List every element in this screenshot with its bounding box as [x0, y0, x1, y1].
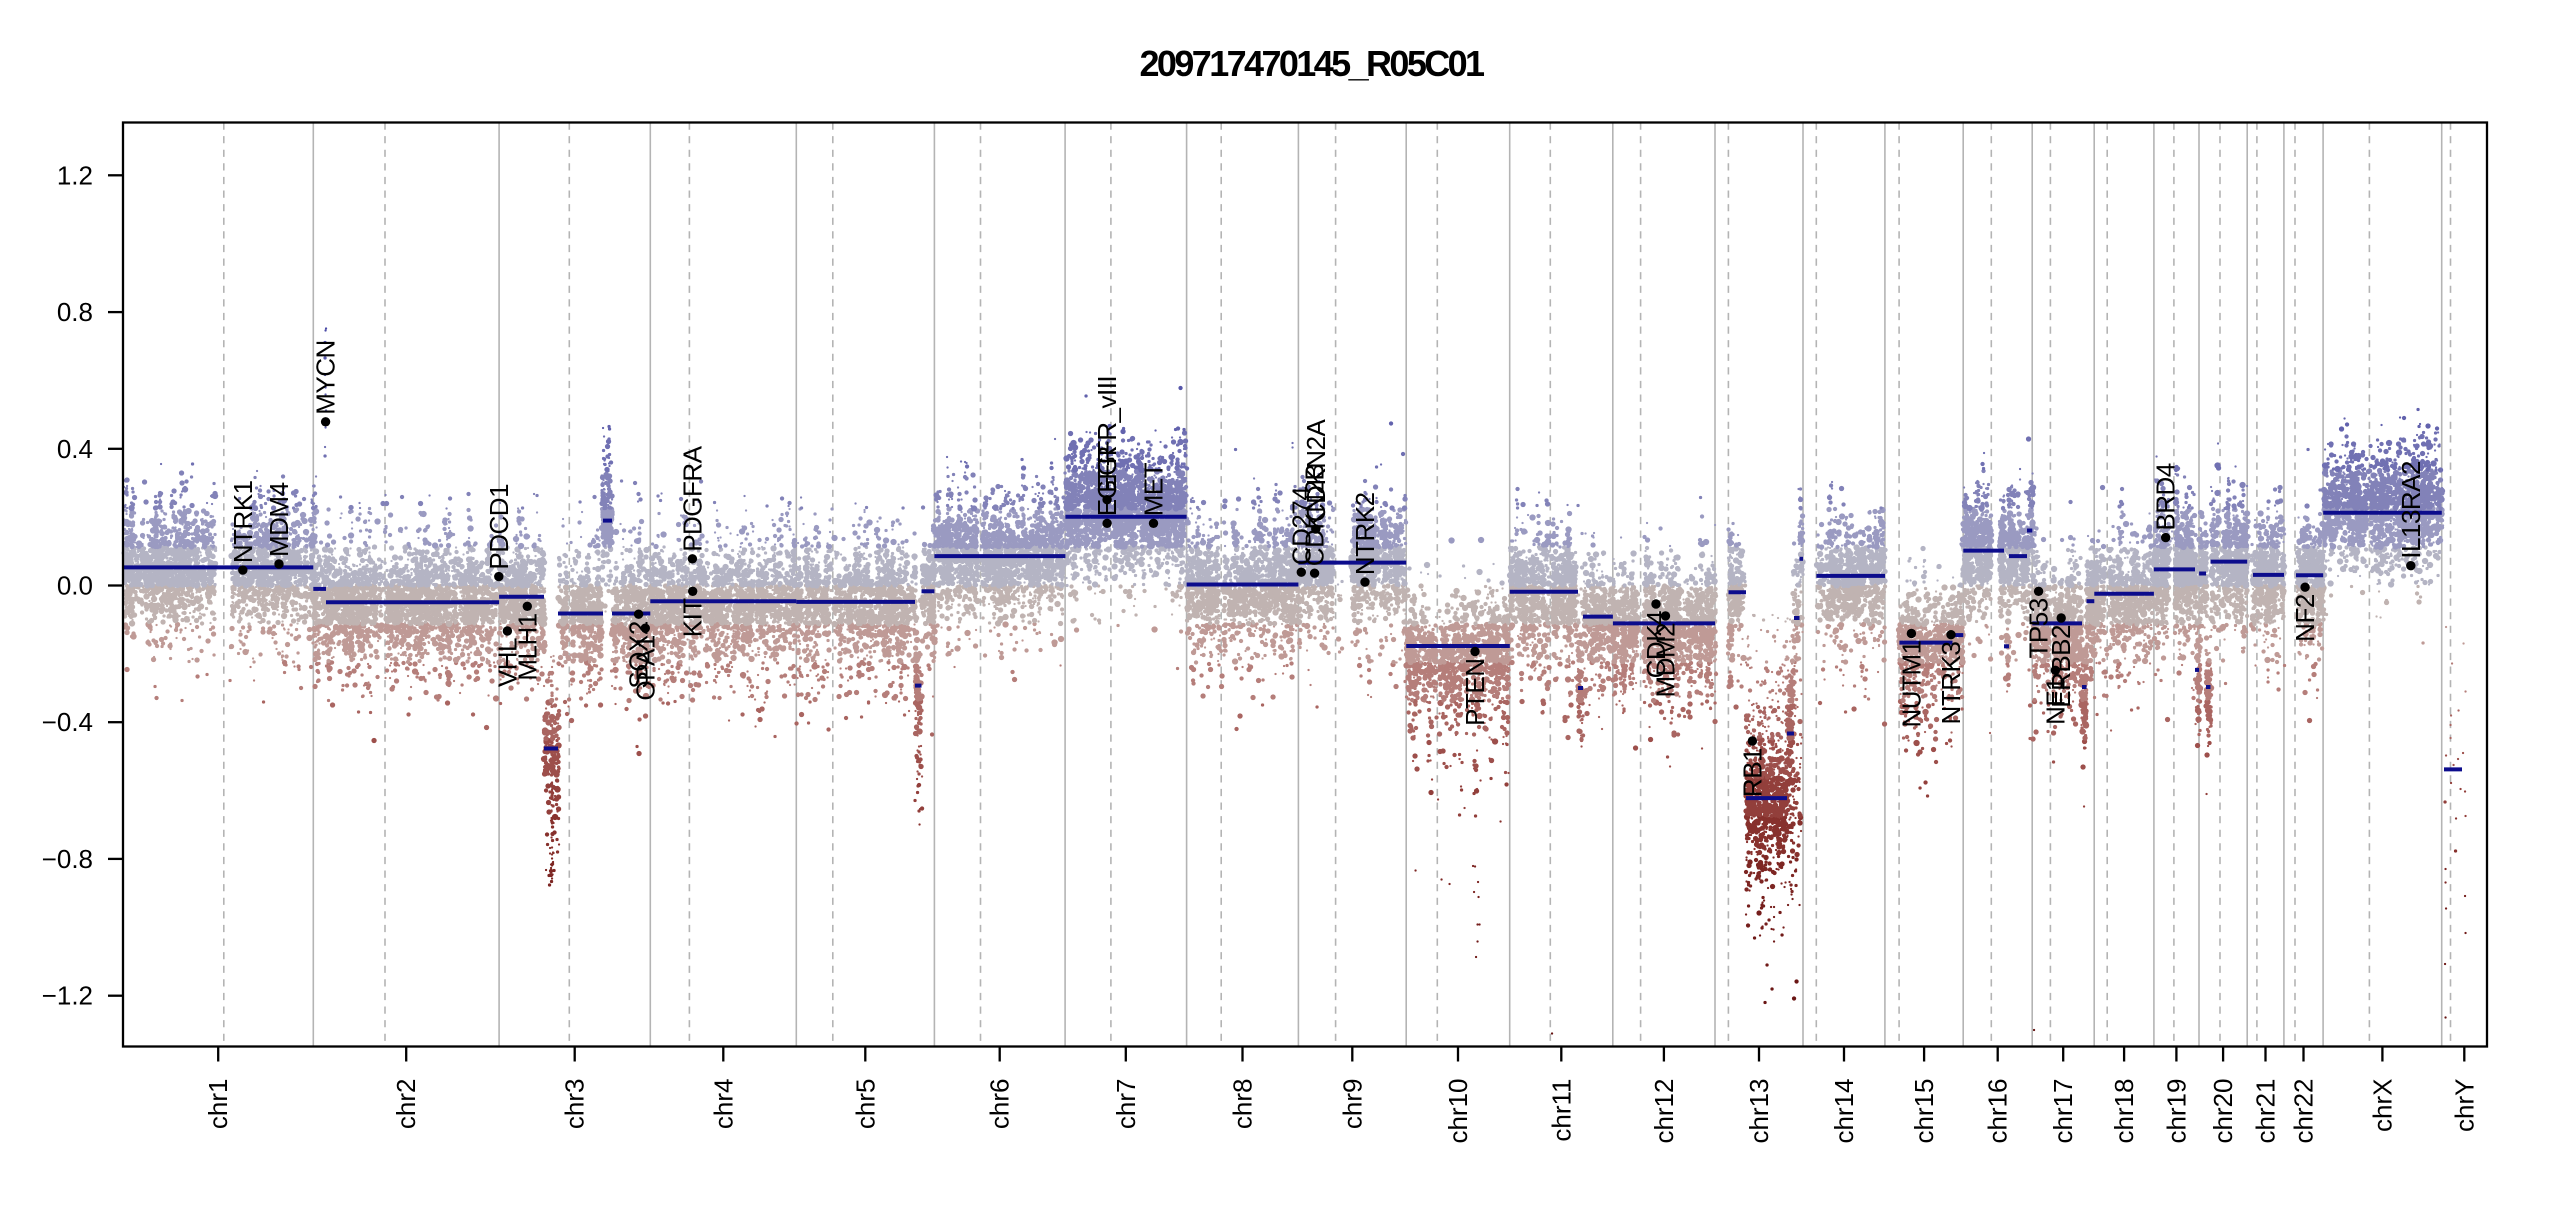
svg-text:chr2: chr2 — [391, 1079, 421, 1130]
svg-text:RB1: RB1 — [1737, 748, 1767, 797]
svg-text:CDK4: CDK4 — [1641, 611, 1671, 678]
svg-text:0.4: 0.4 — [57, 434, 93, 464]
svg-text:chr1: chr1 — [203, 1079, 233, 1130]
svg-text:chr8: chr8 — [1228, 1079, 1258, 1130]
svg-text:NTRK2: NTRK2 — [1350, 492, 1380, 575]
svg-text:chr16: chr16 — [1983, 1079, 2013, 1144]
svg-text:NF1: NF1 — [2040, 677, 2070, 725]
svg-text:1.2: 1.2 — [57, 160, 93, 190]
svg-text:OPA1: OPA1 — [630, 635, 660, 700]
svg-text:209717470145_R05C01: 209717470145_R05C01 — [1140, 43, 1486, 84]
svg-text:chr18: chr18 — [2109, 1079, 2139, 1144]
svg-text:chrY: chrY — [2449, 1079, 2479, 1132]
svg-text:CDKN2B: CDKN2B — [1300, 464, 1330, 566]
svg-text:−1.2: −1.2 — [42, 981, 93, 1011]
svg-text:KIT: KIT — [678, 598, 708, 638]
svg-text:chr9: chr9 — [1337, 1079, 1367, 1130]
svg-text:chr11: chr11 — [1546, 1079, 1576, 1142]
svg-text:0.8: 0.8 — [57, 297, 93, 327]
svg-text:PTEN: PTEN — [1460, 659, 1490, 726]
svg-text:chr21: chr21 — [2251, 1079, 2281, 1144]
svg-text:NF2: NF2 — [2290, 594, 2320, 642]
svg-text:PDCD1: PDCD1 — [484, 484, 514, 570]
svg-text:−0.8: −0.8 — [42, 844, 93, 874]
svg-text:CDKN2A: CDKN2A — [1301, 418, 1331, 522]
svg-text:VHL: VHL — [492, 638, 522, 687]
svg-text:BRD4: BRD4 — [2151, 463, 2181, 530]
svg-text:SOX2: SOX2 — [624, 621, 654, 688]
svg-text:−0.4: −0.4 — [42, 707, 93, 737]
svg-text:NTRK3: NTRK3 — [1936, 642, 1966, 725]
svg-text:chr7: chr7 — [1111, 1079, 1141, 1130]
svg-text:chr15: chr15 — [1909, 1079, 1939, 1144]
svg-text:MDM4: MDM4 — [264, 482, 294, 557]
svg-text:MYCN: MYCN — [311, 340, 341, 415]
svg-text:CD274: CD274 — [1286, 487, 1316, 565]
svg-text:MDM2: MDM2 — [1651, 623, 1681, 698]
svg-text:chr3: chr3 — [560, 1079, 590, 1130]
svg-text:chr19: chr19 — [2161, 1079, 2191, 1144]
svg-text:chr20: chr20 — [2208, 1079, 2238, 1144]
svg-text:chr17: chr17 — [2048, 1079, 2078, 1144]
svg-text:NUTM1: NUTM1 — [1896, 640, 1926, 727]
svg-text:PDGFRA: PDGFRA — [677, 445, 707, 552]
svg-text:chr12: chr12 — [1649, 1079, 1679, 1144]
svg-text:0.0: 0.0 — [57, 571, 93, 601]
svg-text:IL13RA2: IL13RA2 — [2396, 461, 2426, 559]
svg-text:chr13: chr13 — [1744, 1079, 1774, 1144]
svg-text:ERBB2: ERBB2 — [2046, 625, 2076, 708]
svg-text:chrX: chrX — [2367, 1079, 2397, 1132]
svg-text:chr10: chr10 — [1443, 1079, 1473, 1144]
svg-text:MLH1: MLH1 — [512, 613, 542, 680]
svg-text:chr14: chr14 — [1829, 1079, 1859, 1144]
svg-text:NTRK1: NTRK1 — [228, 480, 258, 563]
svg-text:chr6: chr6 — [985, 1079, 1015, 1130]
svg-text:chr22: chr22 — [2289, 1079, 2319, 1144]
svg-text:EGFR: EGFR — [1092, 446, 1122, 516]
svg-text:TP53: TP53 — [2024, 598, 2054, 658]
svg-text:MET: MET — [1139, 462, 1169, 516]
svg-text:EGFR_vIII: EGFR_vIII — [1092, 376, 1122, 493]
svg-text:chr5: chr5 — [850, 1079, 880, 1130]
svg-text:chr4: chr4 — [708, 1079, 738, 1130]
